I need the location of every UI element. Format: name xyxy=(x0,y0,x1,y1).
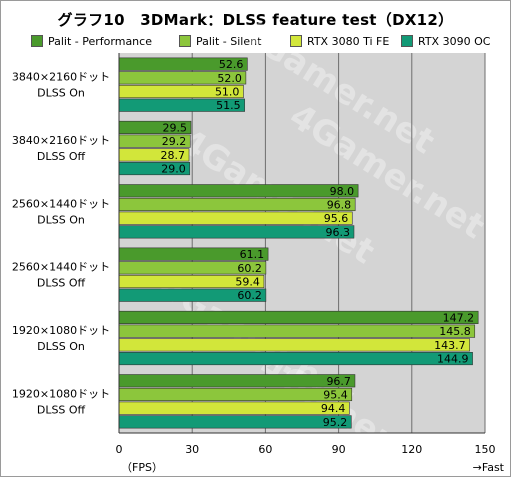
legend-swatch xyxy=(179,35,191,47)
category-label: DLSS On xyxy=(37,340,85,353)
data-label: 96.8 xyxy=(327,198,352,211)
data-label: 60.2 xyxy=(237,289,262,302)
legend-swatch xyxy=(290,35,302,47)
data-label: 51.5 xyxy=(216,99,241,112)
category-label: DLSS On xyxy=(37,87,85,100)
bar xyxy=(118,351,473,366)
data-label: 28.7 xyxy=(161,149,186,162)
x-axis-label: （FPS） xyxy=(121,461,163,474)
category-label: DLSS Off xyxy=(37,150,86,163)
data-label: 51.0 xyxy=(215,86,240,99)
data-label: 96.7 xyxy=(326,375,351,388)
category-label: 1920×1080ドット xyxy=(12,324,110,337)
data-label: 29.2 xyxy=(162,135,187,148)
data-label: 29.5 xyxy=(162,121,187,134)
data-label: 60.2 xyxy=(237,262,262,275)
data-label: 59.4 xyxy=(235,276,260,289)
bar xyxy=(118,211,353,225)
legend-item: RTX 3080 Ti FE xyxy=(290,32,389,50)
data-label: 95.6 xyxy=(324,212,349,225)
data-label: 52.0 xyxy=(217,72,242,85)
data-label: 95.2 xyxy=(323,416,348,429)
data-label: 144.9 xyxy=(437,353,469,366)
category-label: 2560×1440ドット xyxy=(12,197,110,210)
x-tick-label: 30 xyxy=(185,443,199,456)
bar xyxy=(118,225,355,239)
data-label: 94.4 xyxy=(321,402,346,415)
category-label: DLSS Off xyxy=(37,403,86,416)
category-label: DLSS On xyxy=(37,213,85,226)
legend-item: Palit - Performance xyxy=(31,32,152,50)
chart-title: グラフ10 3DMark：DLSS feature test（DX12） xyxy=(57,11,454,29)
category-label: 1920×1080ドット xyxy=(12,387,110,400)
legend-swatch xyxy=(401,35,413,47)
axis-note: →Fast xyxy=(473,461,505,474)
data-label: 143.7 xyxy=(434,339,466,352)
x-tick-label: 150 xyxy=(475,443,496,456)
data-label: 98.0 xyxy=(330,185,355,198)
category-label: 2560×1440ドット xyxy=(12,261,110,274)
category-label: 3840×2160ドット xyxy=(12,71,110,84)
legend-label: Palit - Performance xyxy=(48,34,152,48)
data-label: 96.3 xyxy=(325,226,350,239)
data-label: 61.1 xyxy=(240,248,265,261)
bar xyxy=(118,415,352,429)
plot-background xyxy=(119,53,485,433)
data-label: 147.2 xyxy=(443,311,475,324)
data-label: 145.8 xyxy=(439,325,471,338)
legend-label: Palit - Silent xyxy=(196,34,262,48)
category-label: DLSS Off xyxy=(37,277,86,290)
x-tick-label: 120 xyxy=(401,443,422,456)
bar xyxy=(118,387,353,402)
data-label: 29.0 xyxy=(161,163,186,176)
bar xyxy=(118,401,350,415)
x-tick-label: 90 xyxy=(332,443,346,456)
bar xyxy=(118,184,359,198)
data-label: 95.4 xyxy=(323,388,348,401)
bar xyxy=(118,310,479,325)
x-tick-label: 0 xyxy=(116,443,123,456)
data-label: 52.6 xyxy=(219,58,244,71)
legend-item: Palit - Silent xyxy=(179,32,261,50)
bar xyxy=(118,197,356,212)
bar xyxy=(118,374,356,388)
category-label: 3840×2160ドット xyxy=(12,134,110,147)
legend-item: RTX 3090 OC xyxy=(401,32,490,50)
bar xyxy=(118,338,470,352)
bar xyxy=(118,324,476,338)
x-tick-label: 60 xyxy=(258,443,272,456)
legend-label: RTX 3080 Ti FE xyxy=(307,34,390,48)
chart-legend: Palit - Performance Palit - Silent RTX 308… xyxy=(1,32,510,50)
legend-label: RTX 3090 OC xyxy=(418,34,491,48)
legend-swatch xyxy=(31,35,43,47)
